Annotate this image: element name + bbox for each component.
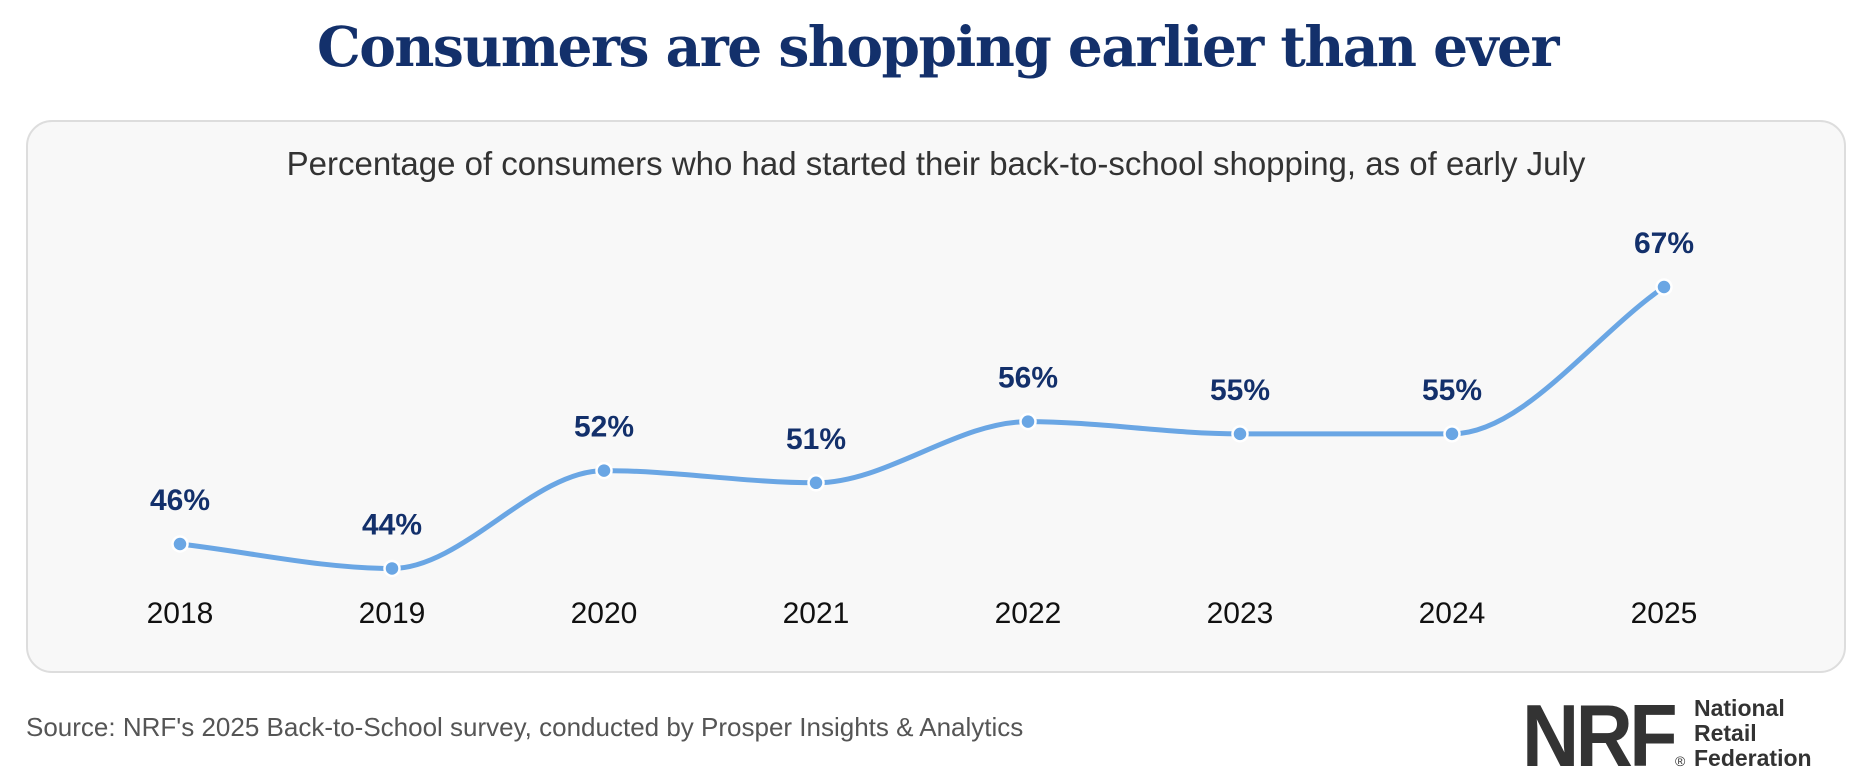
data-point-2022 xyxy=(1019,412,1037,431)
logo-mark: NRF xyxy=(1522,696,1675,772)
line-chart: Percentage of consumers who had started … xyxy=(147,145,1698,630)
x-tick-label-2023: 2023 xyxy=(1207,597,1274,630)
chart-card: Percentage of consumers who had started … xyxy=(26,120,1846,673)
data-label-2019: 44% xyxy=(362,508,422,541)
data-point-2023 xyxy=(1231,425,1249,443)
logo-text-line-1: National xyxy=(1694,696,1785,721)
x-tick-label-2019: 2019 xyxy=(359,597,426,630)
x-tick-label-2020: 2020 xyxy=(571,597,638,630)
source-note: Source: NRF's 2025 Back-to-School survey… xyxy=(26,712,1024,742)
data-point-2018 xyxy=(171,535,189,553)
series-line xyxy=(177,284,1667,571)
data-point-2020 xyxy=(595,461,613,480)
data-label-2024: 55% xyxy=(1422,374,1482,407)
data-label-2023: 55% xyxy=(1210,374,1270,407)
x-tick-label-2021: 2021 xyxy=(783,597,850,630)
data-point-2024 xyxy=(1443,425,1461,443)
x-tick-label-2025: 2025 xyxy=(1631,597,1698,630)
data-label-2021: 51% xyxy=(786,423,846,456)
chart-subtitle: Percentage of consumers who had started … xyxy=(287,145,1586,182)
data-point-2019 xyxy=(383,559,401,578)
data-label-2022: 56% xyxy=(998,362,1058,395)
nrf-logo: NRF ® National Retail Federation xyxy=(1522,696,1812,772)
data-label-2018: 46% xyxy=(150,484,210,517)
x-tick-label-2024: 2024 xyxy=(1419,597,1486,630)
data-point-2025 xyxy=(1655,278,1673,296)
data-label-2020: 52% xyxy=(574,411,634,444)
page-title: Consumers are shopping earlier than ever xyxy=(316,14,1560,79)
logo-text-line-2: Retail xyxy=(1694,720,1757,746)
x-tick-label-2022: 2022 xyxy=(995,597,1062,630)
x-tick-label-2018: 2018 xyxy=(147,597,214,630)
data-label-2025: 67% xyxy=(1634,227,1694,260)
logo-text-line-3: Federation xyxy=(1694,745,1812,771)
logo-registered-mark: ® xyxy=(1675,753,1686,769)
data-point-2021 xyxy=(807,474,825,492)
